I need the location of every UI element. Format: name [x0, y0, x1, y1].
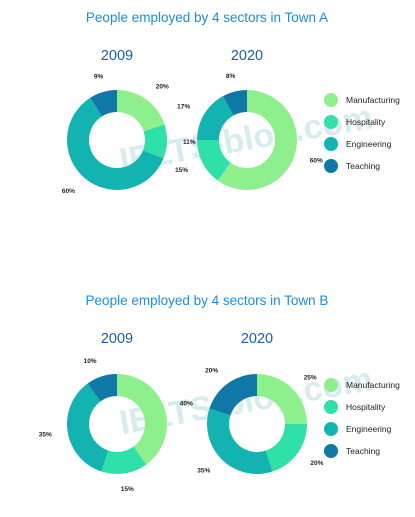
town-b-2009-value-label: 10% [84, 358, 97, 365]
town-b-2020-slice-hospitality [265, 424, 307, 472]
town-b-legend-label-engineering: Engineering [346, 424, 392, 434]
town-a-2020-slice-engineering [197, 96, 234, 140]
town-b-year-2020: 2020 [241, 331, 273, 347]
town-b-2020-value-label: 20% [205, 368, 218, 375]
town-b-2009-slice-hospitality [101, 446, 147, 474]
town-a-2020-slice-hospitality [197, 140, 231, 181]
town-a-2009-slice-hospitality [143, 124, 167, 159]
town-b-2020-slice-manufacturing [257, 374, 307, 424]
town-b-2009-value-label: 40% [180, 401, 193, 408]
town-b-2020-value-label: 35% [197, 468, 210, 475]
town-a-chart-title: People employed by 4 sectors in Town A [86, 10, 328, 25]
town-a-legend-swatch-teaching [324, 159, 338, 173]
town-b-legend-label-hospitality: Hospitality [346, 402, 386, 412]
town-b-2009-slice-engineering [67, 383, 109, 472]
town-b-legend-label-teaching: Teaching [346, 446, 380, 456]
town-a-2009-value-label: 20% [156, 84, 169, 91]
town-b-2020-value-label: 20% [310, 460, 323, 467]
town-a-2020-value-label: 8% [226, 73, 236, 80]
town-a-year-2020: 2020 [231, 48, 263, 64]
town-a-2009-value-label: 60% [62, 188, 75, 195]
town-a-2009-value-label: 9% [94, 74, 104, 81]
town-a-legend-label-hospitality: Hospitality [346, 117, 386, 127]
town-b-2009-value-label: 15% [121, 486, 134, 493]
town-b-legend-label-manufacturing: Manufacturing [346, 380, 400, 390]
town-b-2009-slice-manufacturing [117, 374, 167, 465]
town-b-2020-value-label: 25% [304, 374, 317, 381]
town-a-2009-value-label: 11% [183, 139, 196, 146]
town-b-legend-swatch-manufacturing [324, 378, 338, 392]
town-b-2020-slice-teaching [209, 374, 257, 416]
town-a-2020-value-label: 60% [310, 157, 323, 164]
town-a-2009-slice-engineering [67, 97, 164, 190]
town-a-legend-label-engineering: Engineering [346, 139, 392, 149]
town-a-legend-swatch-engineering [324, 137, 338, 151]
town-a-year-2009: 2009 [101, 48, 133, 64]
town-a-legend-swatch-manufacturing [324, 93, 338, 107]
town-b-2009-value-label: 35% [39, 431, 52, 438]
town-b-2020-slice-engineering [207, 408, 273, 474]
town-a-2009-slice-manufacturing [117, 90, 165, 132]
town-b-chart-title: People employed by 4 sectors in Town B [86, 293, 329, 308]
town-b-year-2009: 2009 [101, 331, 133, 347]
town-a-legend-label-manufacturing: Manufacturing [346, 95, 400, 105]
town-b-2009-slice-teaching [87, 374, 117, 402]
town-a-legend-label-teaching: Teaching [346, 161, 380, 171]
town-a-2020-value-label: 15% [175, 167, 188, 174]
town-a-2020-slice-manufacturing [217, 90, 298, 191]
town-b-legend-swatch-engineering [324, 422, 338, 436]
town-a-2009-slice-teaching [90, 90, 117, 117]
town-a-legend-swatch-hospitality [324, 115, 338, 129]
town-a-2020-value-label: 17% [177, 103, 190, 110]
town-b-legend-swatch-teaching [324, 444, 338, 458]
town-b-legend-swatch-hospitality [324, 400, 338, 414]
town-a-2020-slice-teaching [222, 90, 247, 116]
